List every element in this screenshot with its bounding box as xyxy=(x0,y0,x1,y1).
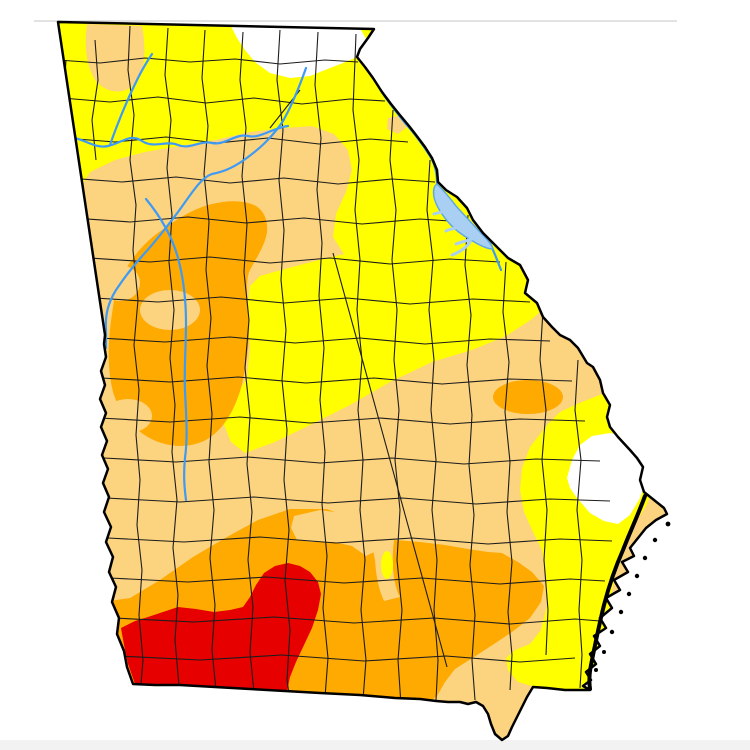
county-lines xyxy=(58,25,613,706)
lake-hartwell xyxy=(432,183,495,257)
lake-hartwell-body xyxy=(432,183,495,250)
region-none-coastal xyxy=(567,433,654,524)
region-d1-hole-southwest xyxy=(104,399,152,433)
river-chattahoochee xyxy=(104,66,308,350)
river-etowah-branch xyxy=(108,52,154,147)
region-d0-south-spot xyxy=(381,551,393,579)
river-coosa-etowah xyxy=(62,124,290,148)
region-d1-hole-center xyxy=(140,290,200,330)
coastline-islands xyxy=(587,494,647,691)
coastal-island-dots xyxy=(594,521,671,672)
top-divider-line xyxy=(34,20,677,22)
river-flint xyxy=(144,197,188,502)
region-none-north xyxy=(231,26,375,78)
bottom-strip xyxy=(0,740,750,750)
lake-hartwell-arms xyxy=(432,206,480,257)
region-d2-east-blob xyxy=(493,380,563,414)
region-d1-south-bay xyxy=(291,510,374,556)
